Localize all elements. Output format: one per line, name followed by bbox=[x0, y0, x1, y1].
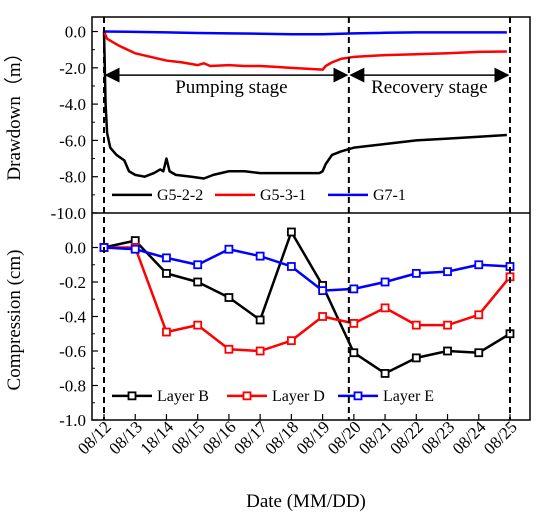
marker-Layer D bbox=[318, 312, 328, 321]
marker-Layer D bbox=[193, 320, 203, 330]
x-tick-label: 08/16 bbox=[199, 417, 240, 458]
x-tick-label: 08/15 bbox=[168, 417, 209, 458]
compression-axis-title: Compression (cm) bbox=[4, 250, 25, 391]
frame-border bbox=[91, 16, 531, 421]
compression-series bbox=[99, 227, 515, 378]
pumping-stage-label: Pumping stage bbox=[175, 77, 287, 98]
x-tick-label: 08/24 bbox=[449, 417, 490, 458]
drawdown-y-tick-label: -4.0 bbox=[59, 95, 86, 114]
compression-y-tick-label: -0.2 bbox=[59, 273, 86, 292]
drawdown-series bbox=[102, 30, 507, 180]
marker-Layer D bbox=[162, 327, 171, 337]
marker-Layer D bbox=[286, 336, 296, 346]
drawdown-y-tick-label: -6.0 bbox=[59, 131, 86, 150]
marker-Layer D bbox=[349, 318, 359, 328]
marker-Layer E bbox=[130, 244, 140, 254]
compression-y-tick-label: -0.8 bbox=[59, 377, 86, 396]
x-tick-label: 08/13 bbox=[105, 417, 146, 458]
marker-Layer B bbox=[130, 236, 140, 246]
drawdown-y-tick-label: 0.0 bbox=[65, 23, 86, 42]
legend-marker-Layer E bbox=[353, 391, 363, 401]
drawdown-y-tick-label: -10.0 bbox=[51, 204, 86, 223]
compression-legend: Layer B Layer D Layer E bbox=[112, 388, 434, 405]
x-tick-label: 08/20 bbox=[324, 417, 365, 458]
compression-y-ticks: 0.0 -0.2 -0.4 -0.6 -0.8 -1.0 bbox=[59, 239, 98, 430]
compression-line-Layer E bbox=[103, 246, 511, 292]
marker-Layer B bbox=[349, 348, 359, 358]
drawdown-legend: G5-2-2 G5-3-1 G7-1 bbox=[112, 187, 406, 204]
drawdown-panel: Drawdown（m） 0.0 -2.0 -4.0 -6.0 -8.0 -10.0 Pum… bbox=[3, 23, 510, 223]
marker-Layer D bbox=[255, 346, 265, 356]
compression-line-Layer D bbox=[104, 246, 511, 353]
legend-label-G5-2-2: G5-2-2 bbox=[157, 187, 203, 204]
marker-Layer E bbox=[474, 260, 484, 270]
marker-Layer B bbox=[255, 315, 265, 325]
marker-Layer E bbox=[443, 267, 452, 277]
marker-Layer B bbox=[224, 293, 234, 302]
legend-marker-Layer B bbox=[127, 391, 137, 401]
marker-Layer E bbox=[349, 284, 359, 294]
legend-marker-Layer D bbox=[242, 391, 252, 401]
marker-Layer E bbox=[411, 268, 421, 278]
x-tick-label: 08/23 bbox=[418, 417, 459, 458]
compression-y-tick-label: -1.0 bbox=[59, 411, 86, 430]
marker-Layer E bbox=[318, 286, 328, 296]
compression-line-Layer B bbox=[103, 230, 511, 375]
x-tick-label: 08/17 bbox=[230, 417, 271, 458]
compression-y-tick-label: 0.0 bbox=[65, 239, 86, 258]
drawdown-line-G5-3-1 bbox=[102, 31, 507, 71]
drawdown-line-G5-2-2 bbox=[102, 31, 507, 180]
marker-Layer E bbox=[193, 260, 203, 270]
marker-Layer E bbox=[162, 253, 171, 263]
marker-Layer B bbox=[411, 353, 421, 363]
marker-Layer D bbox=[224, 344, 234, 354]
marker-Layer B bbox=[380, 369, 390, 378]
compression-panel: Compression (cm) 0.0 -0.2 -0.4 -0.6 -0.8 -1.0… bbox=[4, 227, 521, 512]
drawdown-y-tick-label: -2.0 bbox=[59, 59, 86, 78]
marker-Layer D bbox=[411, 320, 421, 330]
plot-frame bbox=[91, 16, 531, 421]
x-tick-label: 08/25 bbox=[480, 417, 521, 458]
marker-Layer B bbox=[162, 268, 171, 278]
marker-Layer B bbox=[443, 346, 452, 356]
drawdown-y-tick-label: -8.0 bbox=[59, 168, 86, 187]
marker-Layer D bbox=[380, 303, 390, 313]
recovery-stage-label: Recovery stage bbox=[371, 77, 488, 98]
legend-label-G7-1: G7-1 bbox=[373, 187, 406, 204]
x-tick-label: 08/18 bbox=[261, 417, 302, 458]
marker-Layer E bbox=[255, 251, 265, 261]
marker-Layer E bbox=[224, 244, 234, 254]
marker-Layer E bbox=[286, 262, 296, 271]
stage-annotations: Pumping stage Recovery stage bbox=[104, 67, 510, 98]
marker-Layer D bbox=[443, 320, 452, 330]
x-axis-title: Date (MM/DD) bbox=[246, 491, 366, 512]
legend-label-Layer B: Layer B bbox=[157, 388, 209, 405]
x-tick-label: 08/22 bbox=[386, 417, 427, 458]
x-tick-label: 08/19 bbox=[293, 417, 334, 458]
legend-label-Layer E: Layer E bbox=[383, 388, 434, 405]
drawdown-line-G7-1 bbox=[103, 30, 507, 36]
compression-y-tick-label: -0.6 bbox=[59, 342, 86, 361]
legend-label-G5-3-1: G5-3-1 bbox=[260, 187, 306, 204]
marker-Layer D bbox=[474, 310, 484, 320]
marker-Layer E bbox=[380, 277, 390, 287]
x-tick-label: 08/21 bbox=[355, 417, 396, 458]
compression-y-tick-label: -0.4 bbox=[59, 308, 86, 327]
marker-Layer B bbox=[193, 277, 203, 287]
marker-Layer B bbox=[286, 227, 296, 237]
drawdown-axis-title: Drawdown（m） bbox=[3, 43, 25, 180]
x-tick-label: 18/14 bbox=[136, 417, 177, 458]
drawdown-y-ticks: 0.0 -2.0 -4.0 -6.0 -8.0 -10.0 bbox=[51, 23, 98, 223]
legend-label-Layer D: Layer D bbox=[272, 388, 325, 405]
stage-dividers bbox=[103, 17, 511, 420]
marker-Layer B bbox=[474, 348, 484, 358]
